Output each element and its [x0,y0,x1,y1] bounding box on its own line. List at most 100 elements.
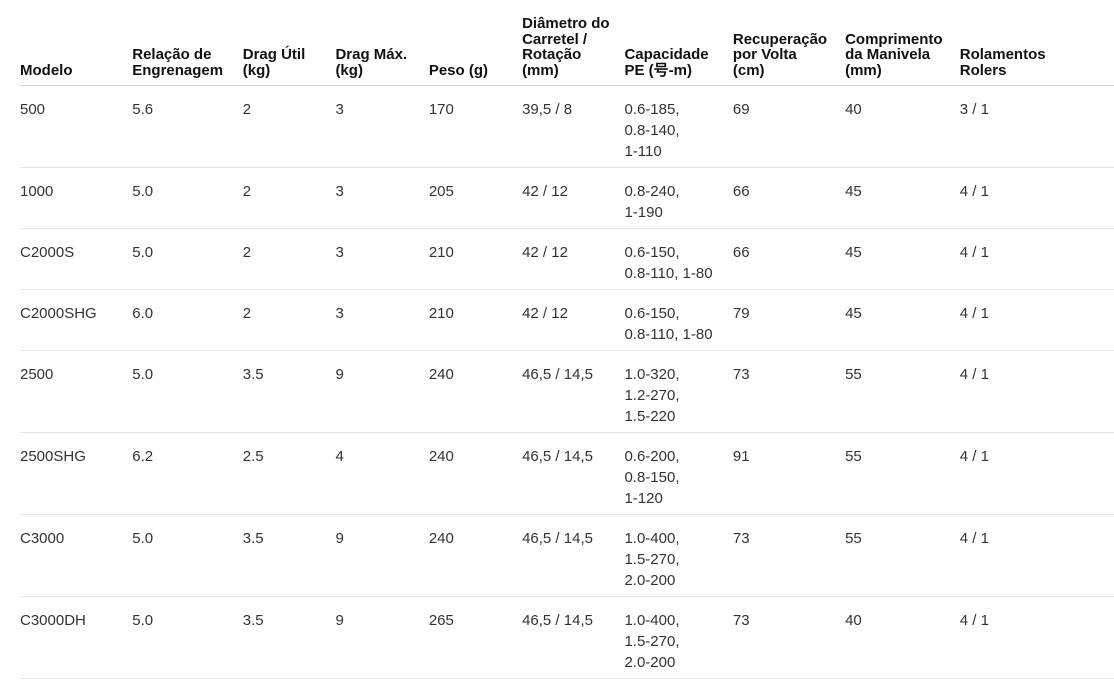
table-row-c3000dh: C3000DH 5.0 3.5 9 265 46,5 / 14,5 1.0-400, 1.5… [20,596,1114,679]
spec-table-header: Modelo Relação de Engrenagem Drag Útil (kg… [20,16,1114,86]
cell-c3000dh-diametro-carretel: 46,5 / 14,5 [522,596,625,679]
column-header-diametro-carretel: Diâmetro do Carretel / Rotação (mm) [522,16,625,86]
cell-500-relacao-engrenagem: 5.6 [132,85,243,168]
cell-2500shg-peso: 240 [428,432,523,515]
cell-c3000dh-comprimento-manivela: 40 [845,596,960,679]
column-header-peso: Peso (g) [428,16,523,86]
cell-c2000shg-capacidade-pe: 0.6-150, 0.8-110, 1-80 [624,289,733,351]
cell-2500-drag-util: 3.5 [242,350,336,433]
cell-2500-comprimento-manivela: 55 [845,350,960,433]
cell-2500shg-rolamentos-rolers: 4 / 1 [959,432,1114,515]
cell-500-peso: 170 [428,85,523,168]
table-row-2500shg: 2500SHG 6.2 2.5 4 240 46,5 / 14,5 0.6-200, 0.8… [20,432,1114,515]
cell-c2000shg-drag-util: 2 [242,289,336,351]
column-header-recuperacao-volta: Recuperação por Volta (cm) [732,16,846,86]
cell-c2000shg-drag-max: 3 [335,289,429,351]
cell-1000-modelo: 1000 [20,167,133,229]
cell-c3000-drag-util: 3.5 [242,514,336,597]
cell-500-drag-util: 2 [242,85,336,168]
cell-c3000-drag-max: 9 [335,514,429,597]
cell-c2000shg-rolamentos-rolers: 4 / 1 [959,289,1114,351]
cell-c3000-peso: 240 [428,514,523,597]
cell-2500shg-recuperacao-volta: 91 [732,432,846,515]
cell-1000-capacidade-pe: 0.8-240, 1-190 [624,167,733,229]
cell-500-comprimento-manivela: 40 [845,85,960,168]
cell-c3000-capacidade-pe: 1.0-400, 1.5-270, 2.0-200 [624,514,733,597]
column-header-modelo: Modelo [20,16,133,86]
cell-2500shg-modelo: 2500SHG [20,432,133,515]
cell-c2000s-drag-max: 3 [335,228,429,290]
cell-2500-relacao-engrenagem: 5.0 [132,350,243,433]
cell-2500shg-comprimento-manivela: 55 [845,432,960,515]
cell-c3000dh-relacao-engrenagem: 5.0 [132,596,243,679]
cell-500-rolamentos-rolers: 3 / 1 [959,85,1114,168]
table-row-c2000s: C2000S 5.0 2 3 210 42 / 12 0.6-150, 0.8-110, 1… [20,228,1114,290]
cell-1000-relacao-engrenagem: 5.0 [132,167,243,229]
cell-500-modelo: 500 [20,85,133,168]
cell-c2000s-recuperacao-volta: 66 [732,228,846,290]
table-row-c2000shg: C2000SHG 6.0 2 3 210 42 / 12 0.6-150, 0.8-110,… [20,289,1114,351]
table-row-1000: 1000 5.0 2 3 205 42 / 12 0.8-240, 1-190 66 45 4 /… [20,167,1114,229]
table-row-500: 500 5.6 2 3 170 39,5 / 8 0.6-185, 0.8-140, 1-1… [20,85,1114,168]
cell-c3000dh-peso: 265 [428,596,523,679]
table-row-c3000: C3000 5.0 3.5 9 240 46,5 / 14,5 1.0-400, 1.5-2… [20,514,1114,597]
cell-c3000-rolamentos-rolers: 4 / 1 [959,514,1114,597]
cell-c3000dh-drag-max: 9 [335,596,429,679]
cell-c3000-recuperacao-volta: 73 [732,514,846,597]
column-header-drag-max: Drag Máx. (kg) [335,16,429,86]
cell-c3000dh-capacidade-pe: 1.0-400, 1.5-270, 2.0-200 [624,596,733,679]
column-header-rolamentos-rolers: Rolamentos Rolers [959,16,1114,86]
cell-500-drag-max: 3 [335,85,429,168]
cell-500-capacidade-pe: 0.6-185, 0.8-140, 1-110 [624,85,733,168]
cell-1000-recuperacao-volta: 66 [732,167,846,229]
cell-2500-peso: 240 [428,350,523,433]
cell-1000-comprimento-manivela: 45 [845,167,960,229]
cell-1000-drag-util: 2 [242,167,336,229]
cell-c2000shg-diametro-carretel: 42 / 12 [522,289,625,351]
cell-2500shg-drag-util: 2.5 [242,432,336,515]
cell-c2000shg-peso: 210 [428,289,523,351]
cell-2500shg-capacidade-pe: 0.6-200, 0.8-150, 1-120 [624,432,733,515]
column-header-relacao-engrenagem: Relação de Engrenagem [132,16,243,86]
cell-c2000s-rolamentos-rolers: 4 / 1 [959,228,1114,290]
cell-2500-rolamentos-rolers: 4 / 1 [959,350,1114,433]
cell-c3000dh-rolamentos-rolers: 4 / 1 [959,596,1114,679]
cell-c2000shg-modelo: C2000SHG [20,289,133,351]
cell-1000-rolamentos-rolers: 4 / 1 [959,167,1114,229]
cell-2500shg-diametro-carretel: 46,5 / 14,5 [522,432,625,515]
cell-1000-drag-max: 3 [335,167,429,229]
cell-2500shg-relacao-engrenagem: 6.2 [132,432,243,515]
cell-c2000s-drag-util: 2 [242,228,336,290]
cell-c2000s-comprimento-manivela: 45 [845,228,960,290]
cell-500-diametro-carretel: 39,5 / 8 [522,85,625,168]
cell-2500-capacidade-pe: 1.0-320, 1.2-270, 1.5-220 [624,350,733,433]
column-header-capacidade-pe: Capacidade PE (号-m) [624,16,733,86]
column-header-drag-util: Drag Útil (kg) [242,16,336,86]
cell-c2000shg-recuperacao-volta: 79 [732,289,846,351]
cell-c3000dh-modelo: C3000DH [20,596,133,679]
cell-c3000-relacao-engrenagem: 5.0 [132,514,243,597]
cell-c3000-diametro-carretel: 46,5 / 14,5 [522,514,625,597]
reel-specs-table: Modelo Relação de Engrenagem Drag Útil (kg… [20,16,1114,679]
cell-c2000s-capacidade-pe: 0.6-150, 0.8-110, 1-80 [624,228,733,290]
cell-c2000s-relacao-engrenagem: 5.0 [132,228,243,290]
cell-2500-drag-max: 9 [335,350,429,433]
cell-c3000-modelo: C3000 [20,514,133,597]
cell-c2000shg-comprimento-manivela: 45 [845,289,960,351]
cell-1000-diametro-carretel: 42 / 12 [522,167,625,229]
cell-2500-modelo: 2500 [20,350,133,433]
cell-2500shg-drag-max: 4 [335,432,429,515]
cell-c3000dh-drag-util: 3.5 [242,596,336,679]
cell-2500-recuperacao-volta: 73 [732,350,846,433]
cell-c2000shg-relacao-engrenagem: 6.0 [132,289,243,351]
table-row-2500: 2500 5.0 3.5 9 240 46,5 / 14,5 1.0-320, 1.2-27… [20,350,1114,433]
cell-c2000s-modelo: C2000S [20,228,133,290]
cell-500-recuperacao-volta: 69 [732,85,846,168]
cell-2500-diametro-carretel: 46,5 / 14,5 [522,350,625,433]
cell-1000-peso: 205 [428,167,523,229]
column-header-comprimento-manivela: Comprimento da Manivela (mm) [845,16,960,86]
cell-c3000dh-recuperacao-volta: 73 [732,596,846,679]
header-row: Modelo Relação de Engrenagem Drag Útil (kg… [20,16,1114,86]
spec-table-body: 500 5.6 2 3 170 39,5 / 8 0.6-185, 0.8-140, 1-1… [20,85,1114,679]
cell-c2000s-peso: 210 [428,228,523,290]
